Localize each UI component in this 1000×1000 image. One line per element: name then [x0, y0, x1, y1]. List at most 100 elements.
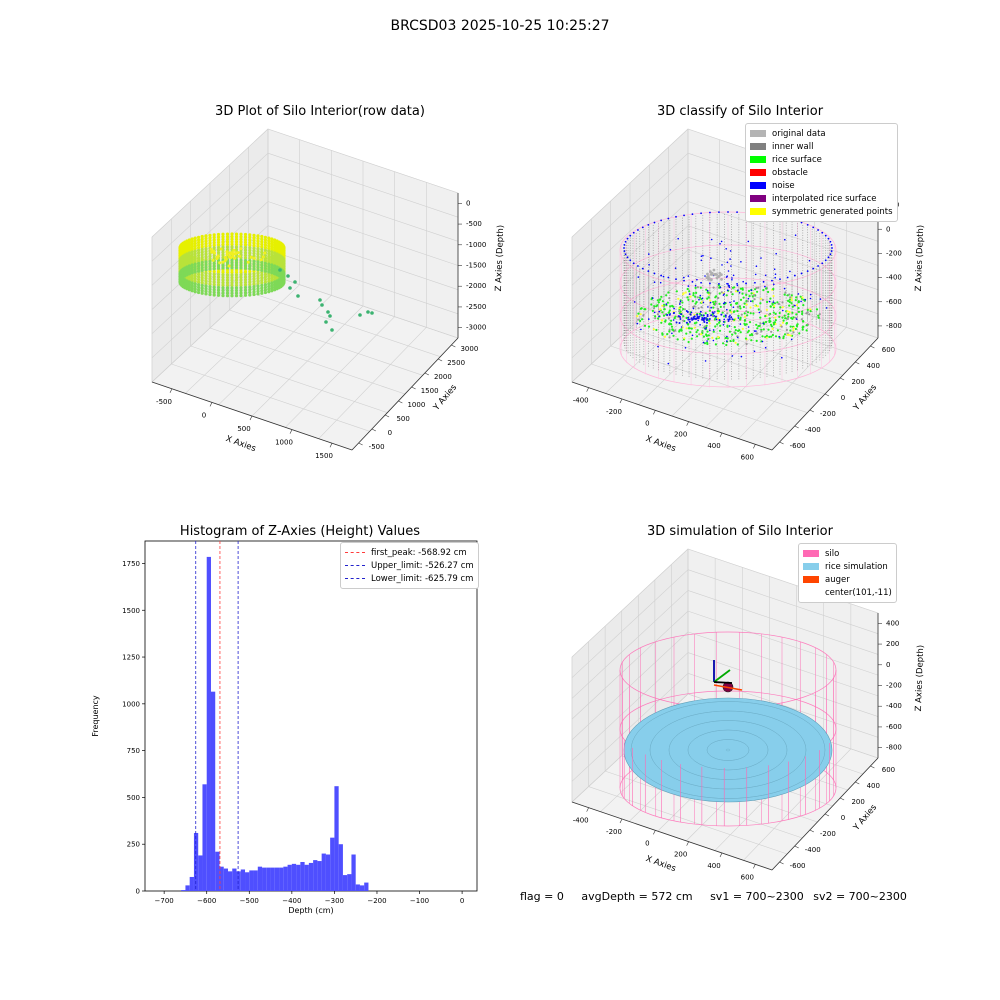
surface-point [672, 329, 674, 331]
noise-point [663, 276, 665, 278]
noise-point [687, 311, 689, 313]
raw-point [213, 293, 216, 296]
raw-point [212, 259, 215, 262]
noise-point [710, 257, 712, 259]
surface-point [732, 293, 734, 295]
noise-point [697, 320, 699, 322]
x-tick-label: -200 [606, 828, 622, 836]
x-tick-label: -400 [573, 397, 589, 405]
noise-point [771, 280, 773, 282]
histogram-bar [343, 875, 347, 891]
x-tick-label: 200 [674, 431, 687, 439]
surface-point [677, 338, 679, 340]
noise-point [756, 265, 758, 267]
surface-point [706, 342, 708, 344]
surface-point [668, 317, 670, 319]
x-tick-label: −400 [282, 897, 301, 905]
surface-point [791, 312, 793, 314]
x-tick-label: −500 [240, 897, 259, 905]
surface-point [640, 308, 642, 310]
y-tick [840, 798, 844, 800]
histogram-bar [211, 692, 215, 891]
surface-point [792, 331, 794, 333]
raw-point [244, 267, 247, 270]
surface-point [787, 313, 789, 315]
surface-point [672, 306, 674, 308]
noise-point [801, 273, 803, 275]
noise-point [706, 327, 708, 329]
noise-point [668, 363, 670, 365]
surface-point [666, 333, 668, 335]
surface-point [714, 325, 716, 327]
y-tick-label: -500 [369, 443, 385, 451]
raw-point [330, 328, 334, 332]
x-tick-label: 600 [741, 453, 754, 461]
surface-point [733, 319, 735, 321]
noise-point [719, 319, 721, 321]
y-tick-label: 600 [882, 766, 895, 774]
noise-point [659, 311, 661, 313]
surface-point [747, 311, 749, 313]
surface-point [743, 323, 745, 325]
noise-point [828, 256, 830, 258]
surface-point [683, 337, 685, 339]
original-point [718, 272, 721, 275]
noise-point [794, 275, 796, 277]
histogram-bar [283, 867, 287, 891]
surface-point [637, 319, 639, 321]
surface-point [655, 329, 657, 331]
raw-point [318, 298, 322, 302]
raw-point [270, 289, 273, 292]
surface-point [737, 315, 739, 317]
raw-point [213, 252, 216, 255]
surface-point [739, 305, 741, 307]
noise-point [693, 308, 695, 310]
raw-point [288, 286, 292, 290]
x-tick [587, 808, 589, 812]
raw-point [253, 257, 256, 260]
noise-point [754, 282, 756, 284]
noise-point [654, 281, 656, 283]
surface-point [760, 310, 762, 312]
y-tick-label: 500 [396, 415, 409, 423]
raw-point [194, 270, 197, 273]
noise-point [723, 321, 725, 323]
noise-point [683, 280, 685, 282]
y-tick-label: 1750 [122, 560, 140, 568]
noise-point [725, 316, 727, 318]
surface-point [781, 301, 783, 303]
noise-point [695, 285, 697, 287]
surface-point [795, 328, 797, 330]
surface-point [781, 317, 783, 319]
y-tick-label: 200 [851, 798, 864, 806]
sv1-text: sv1 = 700~2300 [710, 890, 804, 903]
x-axis-label: X Axies [224, 434, 257, 454]
noise-point [709, 283, 711, 285]
x-tick-label: 600 [741, 873, 754, 881]
y-axis-label: Y Axies [851, 802, 879, 833]
y-tick-label: 250 [127, 841, 140, 849]
surface-point [786, 322, 788, 324]
surface-point [779, 312, 781, 314]
x-tick-label: −700 [155, 897, 174, 905]
surface-point [730, 311, 732, 313]
noise-point [721, 264, 723, 266]
raw-point [210, 248, 213, 251]
y-tick [385, 415, 389, 417]
surface-point [736, 303, 738, 305]
legend-upper-limit: Upper_limit: -526.27 cm [345, 559, 474, 572]
raw-point [197, 270, 200, 273]
surface-point [682, 320, 684, 322]
surface-point [685, 291, 687, 293]
x-tick-label: 400 [707, 442, 720, 450]
raw-point [324, 320, 328, 324]
raw-point [366, 310, 370, 314]
histogram-bar [279, 868, 283, 891]
noise-point [791, 339, 793, 341]
axis-arrow-x [714, 682, 732, 683]
y-tick-label: 0 [841, 814, 845, 822]
noise-point [751, 289, 753, 291]
z-tick-label: -3000 [466, 324, 486, 332]
noise-point [666, 303, 668, 305]
noise-point [701, 317, 703, 319]
